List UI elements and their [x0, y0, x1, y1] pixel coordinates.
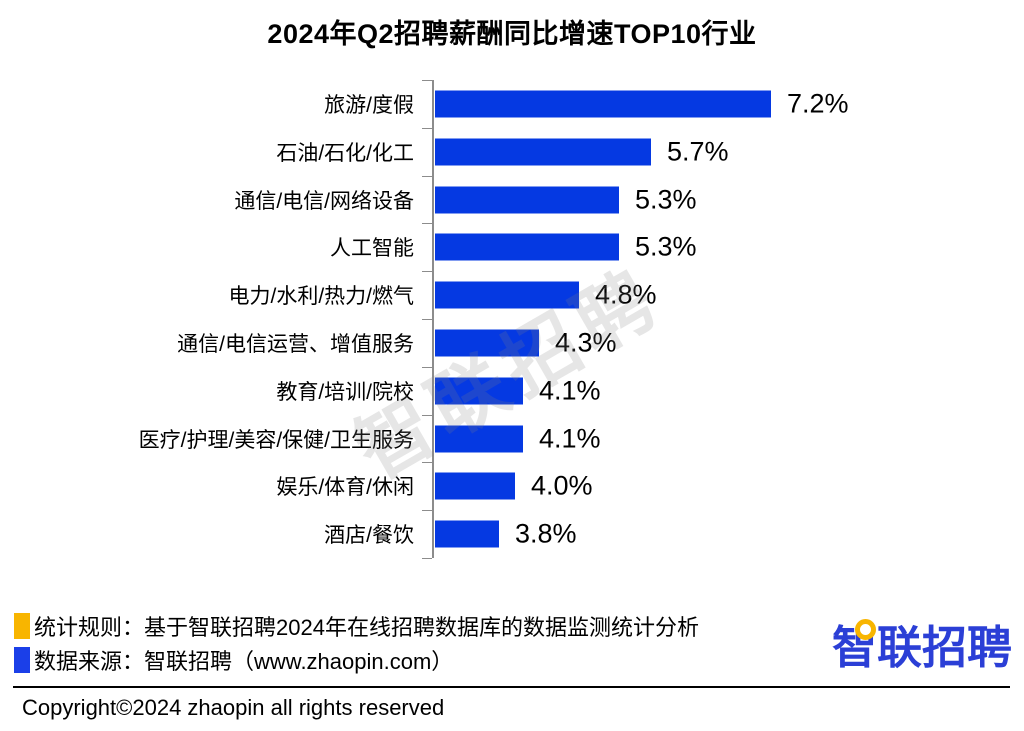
- bar-row: 石油/石化/化工 5.7%: [0, 128, 1024, 176]
- category-label: 通信/电信运营、增值服务: [177, 333, 414, 356]
- axis-tick: [422, 319, 432, 320]
- bar-row: 电力/水利/热力/燃气 4.8%: [0, 271, 1024, 319]
- value-label: 5.3%: [635, 184, 697, 215]
- yellow-square-icon: [14, 613, 30, 639]
- bar-row: 酒店/餐饮 3.8%: [0, 510, 1024, 558]
- bar-chart: 旅游/度假 7.2% 石油/石化/化工 5.7% 通信/电信/网络设备 5.3% 人工智能 5…: [0, 80, 1024, 559]
- category-label: 石油/石化/化工: [276, 141, 414, 165]
- category-label: 医疗/护理/美容/保健/卫生服务: [138, 428, 414, 452]
- bar: [435, 281, 579, 309]
- category-label: 电力/水利/热力/燃气: [228, 285, 414, 309]
- value-label: 4.0%: [531, 470, 593, 501]
- bar: [435, 472, 515, 500]
- axis-tick: [422, 415, 432, 416]
- y-axis-line: [432, 80, 434, 558]
- bar: [435, 90, 771, 118]
- bar: [435, 233, 619, 261]
- value-label: 4.8%: [595, 279, 657, 310]
- stat-rule-text: 统计规则：基于智联招聘2024年在线招聘数据库的数据监测统计分析: [34, 615, 699, 640]
- bar-row: 人工智能 5.3%: [0, 223, 1024, 271]
- axis-tick: [422, 223, 432, 224]
- category-label: 通信/电信/网络设备: [234, 189, 414, 213]
- zhaopin-logo: 智联招聘: [832, 616, 1017, 680]
- bar: [435, 377, 523, 405]
- footer-divider: [13, 686, 1010, 688]
- value-label: 3.8%: [515, 518, 577, 549]
- value-label: 4.1%: [539, 375, 601, 406]
- bar: [435, 329, 539, 357]
- copyright-text: Copyright©2024 zhaopin all rights reserv…: [22, 695, 445, 720]
- bar: [435, 186, 619, 214]
- footer-notes: 统计规则：基于智联招聘2024年在线招聘数据库的数据监测统计分析 数据来源：智联…: [14, 609, 699, 677]
- value-label: 7.2%: [787, 88, 849, 119]
- category-label: 酒店/餐饮: [324, 524, 414, 548]
- blue-square-icon: [14, 647, 30, 673]
- page-title: 2024年Q2招聘薪酬同比增速TOP10行业: [267, 19, 757, 49]
- category-label: 人工智能: [330, 237, 414, 261]
- axis-tick: [422, 510, 432, 511]
- bar: [435, 138, 651, 166]
- bar-row: 旅游/度假 7.2%: [0, 80, 1024, 128]
- value-label: 5.7%: [667, 136, 729, 167]
- stat-rule-note: 统计规则：基于智联招聘2024年在线招聘数据库的数据监测统计分析: [14, 609, 699, 643]
- bar-row: 通信/电信/网络设备 5.3%: [0, 176, 1024, 224]
- data-source-note: 数据来源：智联招聘（www.zhaopin.com）: [14, 643, 699, 677]
- axis-tick: [422, 558, 432, 559]
- value-label: 4.3%: [555, 327, 617, 358]
- bar: [435, 520, 499, 548]
- axis-tick: [422, 80, 432, 81]
- value-label: 5.3%: [635, 231, 697, 262]
- axis-tick: [422, 271, 432, 272]
- category-label: 娱乐/体育/休闲: [276, 476, 414, 500]
- bar: [435, 425, 523, 453]
- axis-tick: [422, 176, 432, 177]
- data-source-text: 数据来源：智联招聘（www.zhaopin.com）: [34, 649, 454, 674]
- axis-tick: [422, 462, 432, 463]
- category-label: 教育/培训/院校: [276, 380, 414, 404]
- axis-tick: [422, 128, 432, 129]
- category-label: 旅游/度假: [324, 94, 414, 117]
- value-label: 4.1%: [539, 423, 601, 454]
- bar-row: 医疗/护理/美容/保健/卫生服务 4.1%: [0, 415, 1024, 463]
- axis-tick: [422, 367, 432, 368]
- zhaopin-logo-pin-icon: [855, 619, 876, 640]
- bar-row: 通信/电信运营、增值服务 4.3%: [0, 319, 1024, 367]
- bar-row: 教育/培训/院校 4.1%: [0, 367, 1024, 415]
- bar-row: 娱乐/体育/休闲 4.0%: [0, 462, 1024, 510]
